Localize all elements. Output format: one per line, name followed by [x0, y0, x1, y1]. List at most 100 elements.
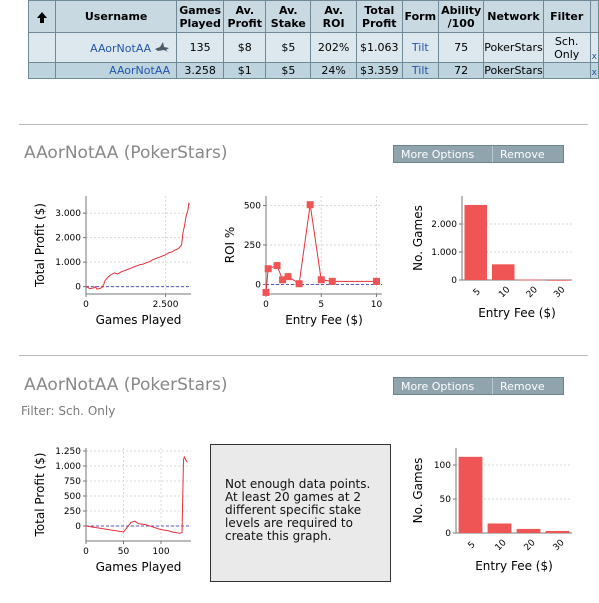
username-cell[interactable]: AAorNotAA [55, 32, 178, 63]
av-profit-cell: $1 [223, 62, 267, 79]
y-tick-label: 1.000 [431, 248, 457, 258]
y-tick-label: 3.000 [55, 209, 81, 219]
remove-button[interactable]: Remove [492, 377, 564, 395]
x-tick-label: 5 [472, 287, 483, 298]
series-line [265, 204, 377, 293]
not-enough-data-notice: Not enough data points. At least 20 game… [210, 444, 391, 582]
delete-row-button[interactable]: x [589, 32, 599, 63]
x-tick-label: 30 [552, 538, 567, 553]
bar [545, 530, 570, 533]
filter-cell: Sch. Only [542, 32, 591, 63]
row-spacer-cell [27, 62, 57, 79]
data-point [284, 273, 292, 281]
y-tick-label: 2.000 [431, 220, 457, 230]
games-by-entry-fee-chart: 0 50 100 No. Games 5 10 20 30 Entry Fee ($) [411, 448, 572, 573]
y-tick-label: 750 [64, 477, 81, 487]
column-header-av-roi[interactable]: Av. ROI [310, 0, 358, 33]
form-link[interactable]: Tilt [401, 32, 440, 63]
av-roi-cell: 24% [310, 62, 358, 79]
bar [491, 264, 515, 280]
y-tick-label: 100 [434, 461, 451, 471]
y-tick-label: 0 [445, 529, 451, 539]
x-tick-label: 0 [263, 300, 269, 310]
data-point [328, 277, 336, 285]
form-link[interactable]: Tilt [401, 62, 440, 79]
username-cell[interactable]: AAorNotAA [55, 62, 178, 79]
section-divider [19, 124, 588, 125]
y-axis-label: Total Profit ($) [33, 453, 47, 538]
column-header-username[interactable]: Username [55, 0, 178, 33]
column-header-games-played[interactable]: Games Played [176, 0, 225, 33]
plot-area [86, 448, 191, 541]
table-header-row: Username Games Played Av. Profit Av. Sta… [27, 0, 599, 33]
data-point [295, 280, 303, 288]
x-tick-label: 10 [494, 538, 509, 553]
section-title: AAorNotAA (PokerStars) [24, 143, 228, 163]
x-tick-label: 20 [523, 538, 538, 553]
column-header-ability[interactable]: Ability /100 [438, 0, 485, 33]
more-options-button[interactable]: More Options [393, 145, 494, 163]
y-tick-label: 250 [244, 241, 261, 251]
x-tick-label: 10 [371, 300, 383, 310]
table-row: AAorNotAA 3.258 $1 $5 24% $3.359 Tilt 72… [27, 62, 599, 79]
series-line [85, 202, 191, 290]
username-link[interactable]: AAorNotAA [109, 64, 171, 77]
data-point [372, 277, 380, 285]
y-axis-label: Total Profit ($) [33, 203, 47, 288]
av-profit-cell: $8 [223, 32, 267, 63]
y-tick-label: 1.250 [55, 447, 81, 457]
av-roi-cell: 202% [310, 32, 358, 63]
x-tick-label: 30 [552, 285, 567, 300]
total-profit-cell: $1.063 [356, 32, 403, 63]
games-played-cell: 135 [176, 32, 225, 63]
y-tick-label: 1.000 [55, 462, 81, 472]
sort-column-header[interactable] [27, 0, 57, 33]
bar [546, 279, 570, 281]
column-header-filter[interactable]: Filter [542, 0, 591, 33]
delete-row-button[interactable]: x [589, 62, 599, 79]
sort-up-icon[interactable] [37, 12, 48, 23]
x-tick-label: 5 [318, 300, 324, 310]
total-profit-chart: 0 2.500 0 1.000 2.000 3.000 Total Profit ($) Ga… [33, 196, 191, 327]
x-axis-label: Games Played [96, 560, 182, 574]
y-tick-label: 0 [255, 281, 261, 291]
data-point [306, 201, 314, 209]
y-tick-label: 500 [64, 492, 81, 502]
x-tick-label: 5 [467, 540, 478, 551]
bar [516, 528, 541, 533]
plot-area [86, 196, 191, 294]
x-tick-label: 20 [525, 285, 540, 300]
x-axis-label: Entry Fee ($) [285, 313, 363, 327]
more-options-button[interactable]: More Options [393, 377, 494, 395]
y-tick-label: 0 [75, 283, 81, 293]
row-spacer-cell [27, 32, 57, 63]
games-by-entry-fee-chart: 0 1.000 2.000 No. Games 5 10 20 30 Entry Fee ($) [411, 196, 572, 320]
bar [519, 279, 543, 281]
data-point [279, 276, 287, 284]
y-tick-label: 500 [244, 201, 261, 211]
y-tick-label: 250 [64, 507, 81, 517]
column-header-total-profit[interactable]: Total Profit [356, 0, 403, 33]
column-header-av-stake[interactable]: Av. Stake [265, 0, 312, 33]
x-tick-label: 0 [83, 547, 89, 557]
ability-cell: 72 [438, 62, 485, 79]
y-tick-label: 1.000 [55, 258, 81, 268]
x-axis-label: Entry Fee ($) [478, 306, 556, 320]
x-axis-label: Games Played [96, 313, 182, 327]
av-stake-cell: $5 [265, 32, 312, 63]
av-stake-cell: $5 [265, 62, 312, 79]
filter-note: Filter: Sch. Only [21, 404, 116, 418]
username-link[interactable]: AAorNotAA [90, 41, 152, 55]
y-tick-label: 0 [75, 522, 81, 532]
remove-button[interactable]: Remove [492, 145, 564, 163]
games-played-cell: 3.258 [176, 62, 225, 79]
column-header-network[interactable]: Network [483, 0, 544, 33]
data-point [273, 262, 281, 270]
roi-by-entry-fee-chart: 0 5 10 0 250 500 ROI % Entry Fee ($) [223, 196, 383, 327]
column-header-av-profit[interactable]: Av. Profit [223, 0, 267, 33]
column-header-form[interactable]: Form [401, 0, 440, 33]
x-tick-label: 10 [497, 285, 512, 300]
network-cell: PokerStars [483, 32, 544, 63]
bar [458, 456, 483, 533]
y-tick-label: 2.000 [55, 234, 81, 244]
